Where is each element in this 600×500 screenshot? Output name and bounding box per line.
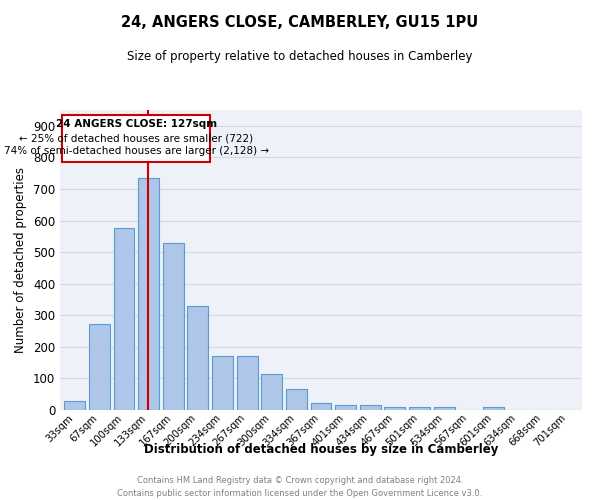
Text: ← 25% of detached houses are smaller (722): ← 25% of detached houses are smaller (72… (19, 134, 253, 143)
Bar (187, 306, 208, 410)
Bar (286, 389, 307, 410)
Bar (360, 406, 381, 410)
Bar (311, 403, 331, 410)
Text: 24 ANGERS CLOSE: 127sqm: 24 ANGERS CLOSE: 127sqm (56, 120, 217, 130)
Bar (212, 356, 233, 410)
Bar (385, 407, 406, 410)
Bar (89, 324, 110, 410)
Bar (409, 407, 430, 410)
Bar (261, 374, 282, 410)
Bar (236, 356, 257, 410)
Text: Size of property relative to detached houses in Camberley: Size of property relative to detached ho… (127, 50, 473, 63)
Text: Contains HM Land Registry data © Crown copyright and database right 2024.
Contai: Contains HM Land Registry data © Crown c… (118, 476, 482, 498)
Bar (64, 402, 85, 410)
Bar (163, 242, 184, 410)
Text: 74% of semi-detached houses are larger (2,128) →: 74% of semi-detached houses are larger (… (4, 146, 269, 156)
Y-axis label: Number of detached properties: Number of detached properties (14, 167, 28, 353)
Text: Distribution of detached houses by size in Camberley: Distribution of detached houses by size … (144, 442, 498, 456)
Bar (434, 407, 455, 410)
Bar (138, 178, 159, 410)
Bar (113, 228, 134, 410)
FancyBboxPatch shape (62, 114, 210, 162)
Bar (483, 407, 504, 410)
Text: 24, ANGERS CLOSE, CAMBERLEY, GU15 1PU: 24, ANGERS CLOSE, CAMBERLEY, GU15 1PU (121, 15, 479, 30)
Bar (335, 406, 356, 410)
